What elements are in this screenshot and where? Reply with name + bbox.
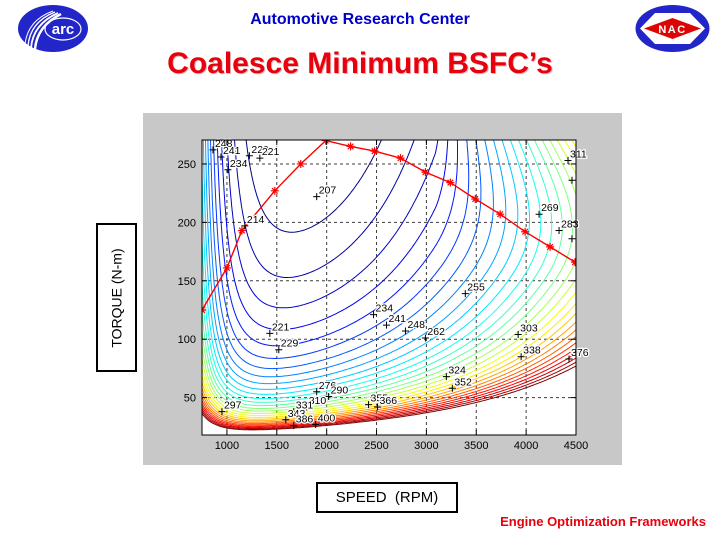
svg-text:207: 207	[319, 185, 337, 197]
svg-text:214: 214	[247, 214, 265, 226]
trajectory-marker	[237, 226, 246, 235]
x-tick-label: 1500	[265, 440, 289, 452]
trajectory-marker	[270, 186, 279, 195]
svg-text:283: 283	[561, 219, 579, 231]
x-tick-label: 2000	[314, 440, 338, 452]
footer-text: Engine Optimization Frameworks	[500, 514, 706, 529]
svg-text:221: 221	[272, 321, 290, 333]
y-tick-label: 50	[184, 393, 196, 405]
svg-text:276: 276	[319, 380, 337, 392]
arc-logo-swoosh	[24, 10, 82, 50]
svg-text:262: 262	[427, 326, 445, 338]
svg-text:241: 241	[389, 313, 407, 325]
y-tick-label: 200	[178, 217, 196, 229]
trajectory-marker	[546, 242, 555, 251]
plot-background	[202, 140, 576, 435]
trajectory-marker	[396, 154, 405, 163]
nac-logo-text: NAC	[658, 24, 686, 36]
trajectory-marker	[222, 263, 231, 272]
svg-text:229: 229	[251, 144, 269, 156]
svg-text:255: 255	[467, 282, 485, 294]
axis-frame	[201, 139, 577, 436]
svg-text:400: 400	[318, 412, 336, 424]
nac-logo-bowtie	[644, 18, 701, 39]
svg-text:229: 229	[281, 338, 299, 350]
y-axis-label-box: TORQUE (N-m)	[96, 223, 137, 372]
svg-text:376: 376	[571, 347, 589, 359]
svg-text:343: 343	[288, 408, 306, 420]
trajectory-marker	[496, 210, 505, 219]
trajectory-marker	[421, 168, 430, 177]
contour-figure: 248 241 234 229 221 207 214 269 283 311 255 234 241 2…	[143, 113, 622, 465]
svg-text:269: 269	[541, 202, 559, 214]
bsfc-trajectory	[202, 140, 576, 314]
contour-lines	[202, 140, 576, 431]
svg-text:338: 338	[523, 345, 541, 357]
arc-logo-text: arc	[52, 21, 75, 38]
svg-text:290: 290	[331, 384, 349, 396]
svg-text:221: 221	[262, 146, 280, 158]
svg-text:248: 248	[407, 319, 425, 331]
x-tick-label: 2500	[364, 440, 388, 452]
y-axis-label: TORQUE (N-m)	[108, 247, 125, 348]
svg-text:311: 311	[570, 148, 587, 160]
svg-text:324: 324	[448, 365, 466, 377]
svg-text:355: 355	[371, 393, 389, 405]
x-axis-label-box: SPEED (RPM)	[316, 482, 458, 513]
x-tick-label: 3500	[464, 440, 488, 452]
svg-text:310: 310	[309, 395, 327, 407]
nac-logo: NAC	[635, 5, 710, 52]
trajectory-marker	[446, 178, 455, 187]
y-tick-label: 100	[178, 334, 196, 346]
svg-text:366: 366	[380, 395, 398, 407]
trajectory-marker	[370, 147, 379, 156]
header-title: Automotive Research Center	[250, 11, 470, 28]
svg-text:303: 303	[520, 323, 538, 335]
trajectory-marker	[346, 142, 355, 151]
svg-text:234: 234	[376, 303, 394, 315]
svg-text:386: 386	[296, 414, 314, 426]
y-tick-label: 250	[178, 159, 196, 171]
tick-labels: 1000 1500 2000 2500 3000 3500 4000 4500 50 100 150…	[178, 159, 589, 452]
slide-title: Coalesce Minimum BSFC’s	[167, 47, 553, 80]
y-tick-label: 150	[178, 276, 196, 288]
trajectory-marker	[521, 227, 530, 236]
trajectory-marker	[321, 140, 330, 145]
svg-text:241: 241	[223, 145, 241, 157]
svg-text:234: 234	[230, 158, 248, 170]
x-tick-label: 3000	[414, 440, 438, 452]
trajectory-marker	[296, 159, 305, 168]
trajectory-marker	[471, 195, 480, 203]
svg-text:297: 297	[224, 400, 242, 412]
arc-logo: arc	[18, 5, 88, 52]
svg-text:352: 352	[454, 376, 472, 388]
svg-text:331: 331	[296, 400, 314, 412]
x-tick-label: 4000	[514, 440, 538, 452]
x-axis-label: SPEED (RPM)	[335, 489, 439, 506]
trajectory-marker	[571, 258, 576, 267]
x-tick-label: 4500	[564, 440, 588, 452]
x-tick-label: 1000	[215, 440, 239, 452]
